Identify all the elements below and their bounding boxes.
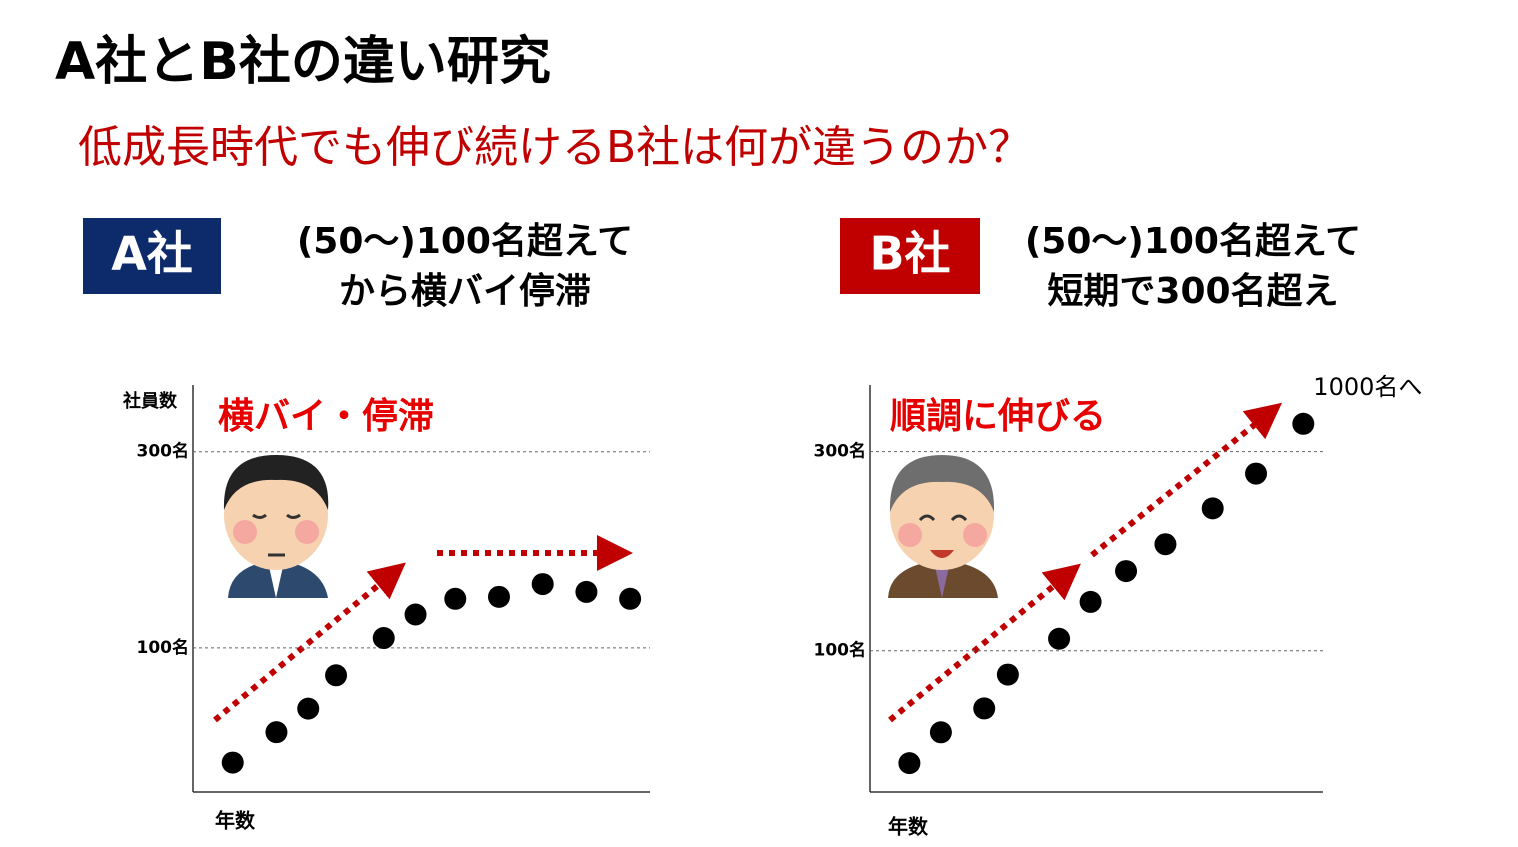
panel-line: (50～)100名超えて <box>1025 221 1361 262</box>
data-point <box>372 627 395 650</box>
data-point <box>325 664 348 687</box>
data-point <box>973 697 996 720</box>
data-point <box>531 573 554 596</box>
happy-man <box>888 455 998 598</box>
data-point <box>265 721 288 744</box>
y-tick-label: 100名 <box>137 637 190 658</box>
data-point <box>1201 497 1224 520</box>
x-axis-label: 年数 <box>215 809 256 833</box>
y-tick-label: 300名 <box>814 441 867 462</box>
data-point <box>1245 462 1268 485</box>
data-point <box>619 587 642 610</box>
worried-man <box>223 455 329 598</box>
title: A社とB社の違い研究 <box>55 32 551 92</box>
data-point <box>444 587 467 610</box>
trend-arrows <box>213 402 1283 723</box>
x-axis-label: 年数 <box>888 815 929 839</box>
panel-line: 短期で300名超え <box>1047 271 1338 312</box>
y-tick-label: 300名 <box>137 441 190 462</box>
panel-line: から横バイ停滞 <box>339 271 591 312</box>
panel-line: (50～)100名超えて <box>297 221 633 262</box>
data-point <box>1048 627 1071 650</box>
data-point <box>1115 560 1138 583</box>
badge: B社 <box>869 227 950 281</box>
data-point <box>221 751 244 774</box>
data-point <box>1292 412 1315 435</box>
badge-bg <box>840 218 980 294</box>
data-point <box>929 721 952 744</box>
annotation: 順調に伸びる <box>890 396 1106 437</box>
point-note: 1000名へ <box>1313 373 1422 401</box>
data-point <box>297 697 320 720</box>
y-tick-label: 100名 <box>814 640 867 661</box>
y-axis-label: 社員数 <box>123 390 178 412</box>
badge: A社 <box>111 227 193 281</box>
data-point <box>575 580 598 603</box>
data-point <box>1154 533 1177 556</box>
badge-bg <box>83 218 221 294</box>
data-point <box>996 663 1019 686</box>
data-point <box>404 603 427 626</box>
data-point <box>898 752 921 775</box>
annotation: 横バイ・停滞 <box>218 396 434 437</box>
data-point <box>487 585 510 608</box>
data-point <box>1079 590 1102 613</box>
subtitle: 低成長時代でも伸び続けるB社は何が違うのか？ <box>78 122 1032 173</box>
